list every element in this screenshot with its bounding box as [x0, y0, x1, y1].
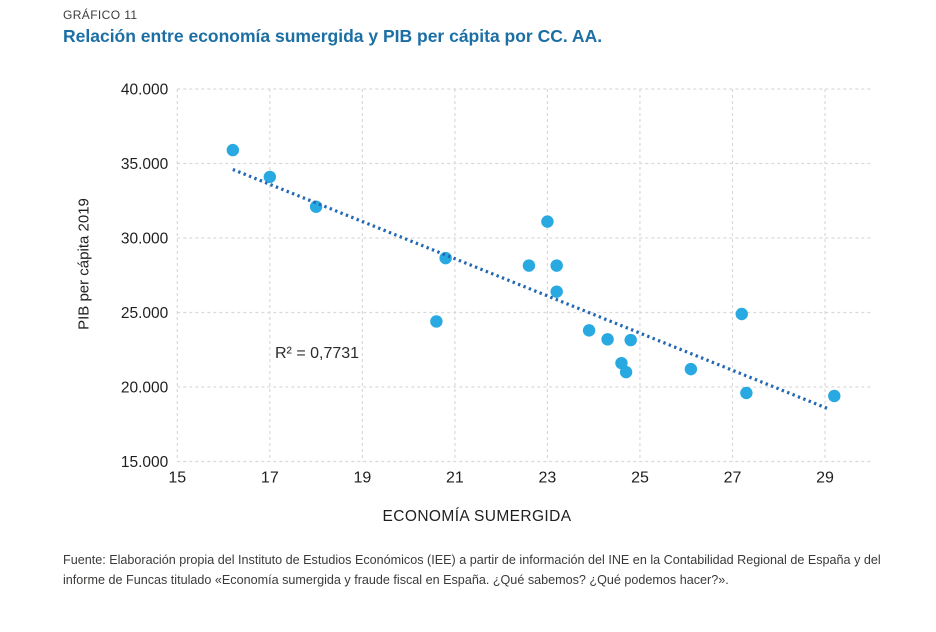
data-point	[550, 285, 563, 298]
data-point	[684, 362, 698, 376]
x-axis-title: ECONOMÍA SUMERGIDA	[382, 508, 572, 525]
chart-title: Relación entre economía sumergida y PIB …	[63, 26, 603, 46]
x-tick-label: 27	[724, 470, 742, 487]
y-tick-label: 25.000	[121, 305, 169, 322]
data-point	[522, 259, 536, 272]
y-axis-title: PIB per cápita 2019	[75, 198, 93, 330]
x-tick-label: 19	[353, 470, 371, 487]
data-point	[619, 365, 633, 379]
x-tick-label: 21	[446, 470, 464, 487]
chart-kicker: GRÁFICO 11	[63, 8, 138, 22]
data-point	[541, 215, 554, 228]
x-tick-label: 23	[539, 470, 557, 487]
data-point	[263, 170, 277, 184]
x-tick-label: 17	[261, 470, 279, 487]
r2-annotation: R² = 0,7731	[275, 345, 360, 362]
data-point	[740, 386, 753, 400]
x-tick-label: 15	[168, 470, 186, 487]
data-point	[735, 307, 748, 321]
data-point	[550, 259, 563, 272]
y-tick-label: 20.000	[121, 380, 169, 397]
source-note-line2: informe de Funcas titulado «Economía sum…	[63, 572, 729, 587]
y-tick-label: 30.000	[121, 231, 169, 248]
x-tick-label: 29	[816, 470, 834, 487]
data-point	[430, 315, 443, 328]
data-point	[624, 333, 637, 347]
data-point	[601, 333, 614, 346]
data-point	[439, 251, 452, 265]
source-note-line1: Fuente: Elaboración propia del Instituto…	[63, 553, 881, 567]
data-point	[309, 200, 323, 213]
x-tick-label: 25	[631, 470, 649, 487]
y-tick-label: 40.000	[121, 82, 169, 99]
trendline	[232, 167, 831, 411]
y-tick-label: 35.000	[121, 156, 169, 173]
data-point	[226, 143, 240, 157]
data-point	[582, 324, 596, 337]
y-tick-label: 15.000	[121, 454, 169, 471]
source-note: Fuente: Elaboración propia del Instituto…	[63, 551, 923, 590]
data-point	[828, 389, 841, 403]
